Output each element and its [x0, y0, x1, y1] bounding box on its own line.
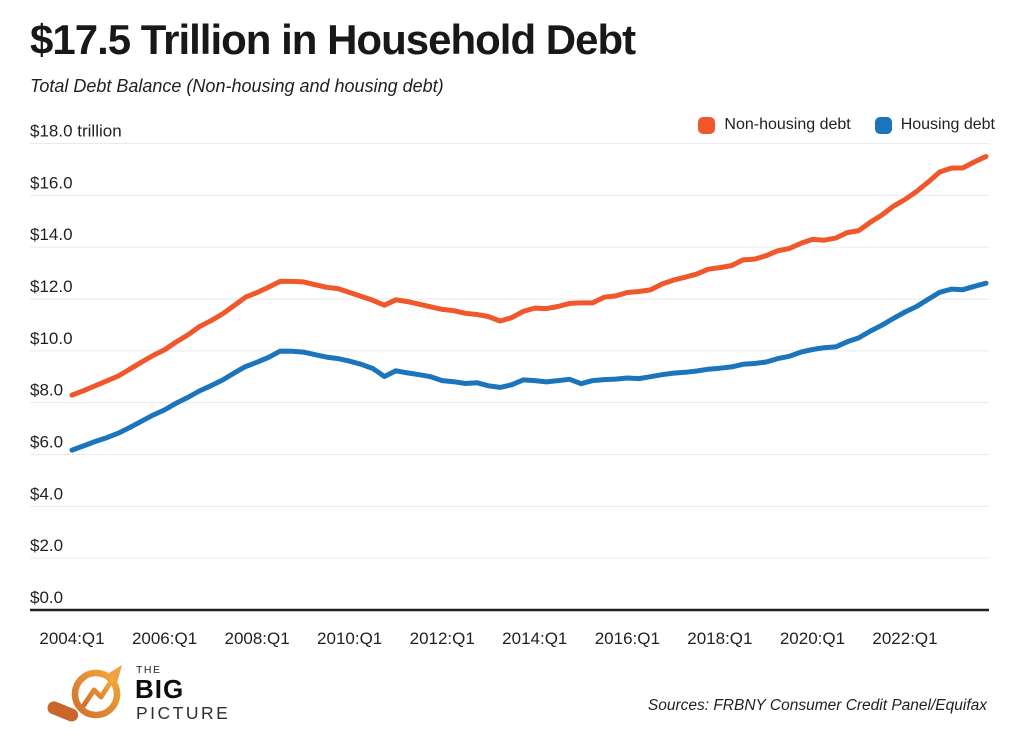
svg-text:2020:Q1: 2020:Q1 — [780, 629, 845, 648]
svg-text:$2.0: $2.0 — [30, 536, 63, 555]
legend: Non-housing debt Housing debt — [698, 116, 995, 134]
svg-text:$12.0: $12.0 — [30, 277, 73, 296]
svg-text:2018:Q1: 2018:Q1 — [687, 629, 752, 648]
svg-text:2014:Q1: 2014:Q1 — [502, 629, 567, 648]
legend-label-nonhousing: Non-housing debt — [724, 116, 851, 133]
svg-text:$16.0: $16.0 — [30, 173, 73, 192]
svg-text:2006:Q1: 2006:Q1 — [132, 629, 197, 648]
svg-text:$6.0: $6.0 — [30, 432, 63, 451]
svg-text:2016:Q1: 2016:Q1 — [595, 629, 660, 648]
svg-text:$8.0: $8.0 — [30, 381, 63, 400]
legend-label-housing: Housing debt — [900, 116, 995, 133]
page-title: $17.5 Trillion in Household Debt — [30, 16, 636, 63]
magnifier-chart-icon — [47, 665, 122, 722]
chart-subtitle: Total Debt Balance (Non-housing and hous… — [30, 76, 444, 96]
source-credit: Sources: FRBNY Consumer Credit Panel/Equ… — [647, 697, 987, 714]
svg-text:2008:Q1: 2008:Q1 — [224, 629, 289, 648]
logo-text-picture: PICTURE — [136, 703, 230, 723]
svg-text:2012:Q1: 2012:Q1 — [410, 629, 475, 648]
big-picture-logo: THE BIG PICTURE — [47, 664, 230, 723]
logo-text-big: BIG — [135, 674, 184, 704]
svg-text:2022:Q1: 2022:Q1 — [872, 629, 937, 648]
svg-text:$18.0 trillion: $18.0 trillion — [30, 121, 122, 140]
legend-item-nonhousing: Non-housing debt — [698, 116, 851, 134]
svg-text:$14.0: $14.0 — [30, 225, 73, 244]
svg-text:2010:Q1: 2010:Q1 — [317, 629, 382, 648]
svg-text:$0.0: $0.0 — [30, 588, 63, 607]
legend-item-housing: Housing debt — [874, 116, 995, 134]
svg-text:$4.0: $4.0 — [30, 484, 63, 503]
svg-text:$10.0: $10.0 — [30, 329, 73, 348]
logo-text-the: THE — [136, 664, 162, 676]
svg-text:2004:Q1: 2004:Q1 — [39, 629, 104, 648]
housing-swatch-icon — [874, 116, 892, 134]
nonhousing-swatch-icon — [698, 116, 716, 134]
